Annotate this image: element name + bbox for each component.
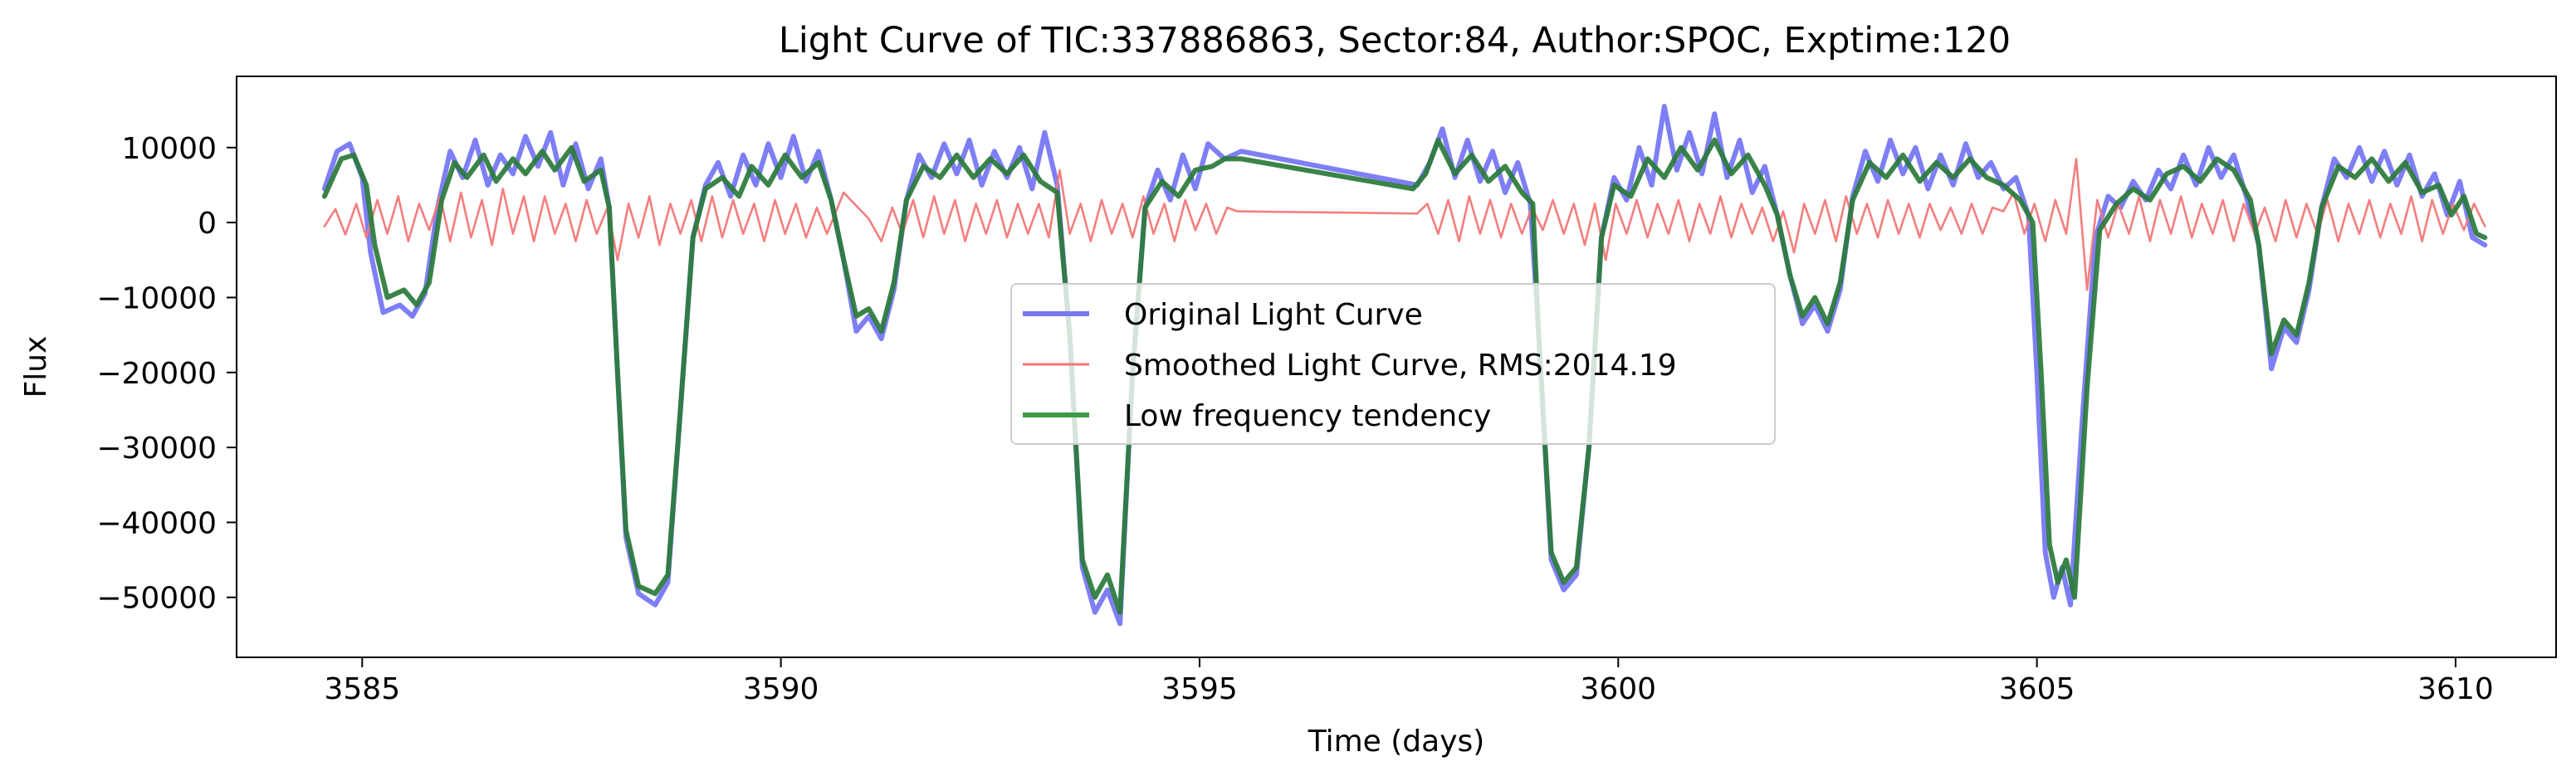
x-tick-label: 3590 [743,672,819,706]
y-tick-label: −10000 [96,281,217,315]
legend-item-original: Original Light Curve [1023,298,1423,332]
x-tick-label: 3610 [2417,672,2494,706]
legend-label-lowfreq: Low frequency tendency [1124,399,1491,433]
y-tick-label: 10000 [121,132,217,166]
y-tick-label: 0 [198,207,217,241]
x-tick-label: 3600 [1580,672,1656,706]
y-axis-title: Flux [19,336,53,398]
legend-item-smoothed: Smoothed Light Curve, RMS:2014.19 [1023,349,1677,383]
x-tick-label: 3595 [1161,672,1238,706]
y-tick-label: −20000 [96,357,217,391]
y-tick-label: −40000 [96,506,217,540]
series-line-3 [321,137,2488,615]
y-tick-label: −30000 [96,432,217,466]
series-layer [321,104,2488,627]
y-tick-label: −50000 [96,582,217,616]
x-axis: 3585 3590 3595 3600 3605 3610 [324,657,2494,706]
x-tick-label: 3585 [324,672,400,706]
legend-label-original: Original Light Curve [1124,298,1423,332]
legend: Original Light Curve Smoothed Light Curv… [1010,283,1776,445]
plot-frame [236,76,2557,658]
x-tick-label: 3605 [1999,672,2075,706]
legend-item-lowfreq: Low frequency tendency [1023,399,1491,433]
chart-title: Light Curve of TIC:337886863, Sector:84,… [779,20,2011,61]
legend-box [1010,283,1776,445]
series-line-2 [323,158,2486,291]
legend-label-smoothed: Smoothed Light Curve, RMS:2014.19 [1124,349,1677,383]
x-axis-title: Time (days) [1308,725,1485,759]
y-axis: 10000 0 −10000 −20000 −30000 −40000 −50000 [96,132,237,616]
